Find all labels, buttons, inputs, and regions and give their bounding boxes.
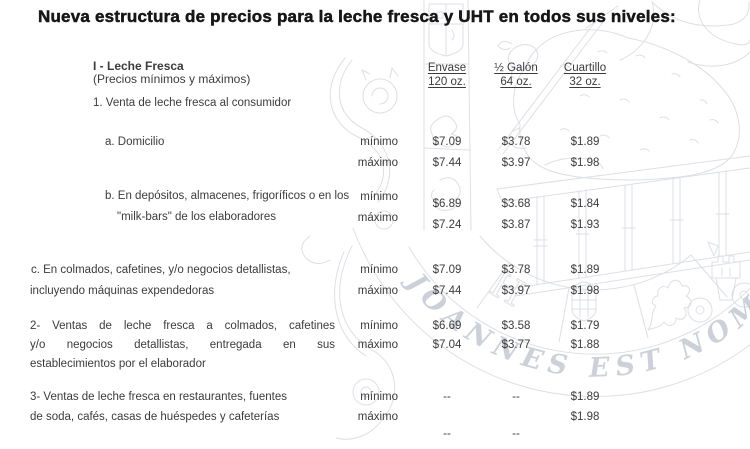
price-cell: $1.88 [570,339,600,351]
price-cell: $1.79 [570,320,600,332]
item-1-heading: 1. Venta de leche fresca al consumidor [93,97,292,109]
price-cell: $3.87 [501,219,531,231]
min-label: mínimo [360,136,398,148]
price-cell: $1.98 [570,285,600,297]
col-size-cuartillo: 32 oz. [569,76,601,88]
row-b-label-2: "milk-bars" de los elaboradores [117,211,277,223]
price-cell: $1.93 [570,219,600,231]
col-header-envase: Envase [427,62,467,74]
price-cell: $3.58 [501,320,531,332]
price-cell: $3.77 [501,339,531,351]
max-label: máximo [357,339,398,351]
price-cell: $1.84 [570,198,600,210]
row-2-label: 2- Ventas de leche fresca a colmados, ca… [30,320,335,332]
price-cell: $3.78 [501,136,531,148]
heraldic-band-icon [423,0,472,231]
lamb-icon [497,5,740,181]
max-label: máximo [357,212,398,224]
row-b-label: b. En depósitos, almacenes, frigoríficos… [105,190,350,202]
row-3-label-2: de soda, cafés, casas de huéspedes y caf… [30,411,280,423]
col-size-half-gallon: 64 oz. [500,76,532,88]
price-cell: $7.24 [432,219,462,231]
min-label: mínimo [360,320,398,332]
price-cell: -- [512,428,520,440]
price-cell: $3.97 [501,157,531,169]
price-cell: $6.69 [432,320,462,332]
price-cell: -- [443,428,451,440]
price-cell: $1.89 [570,136,600,148]
price-cell: $7.44 [432,157,462,169]
section-heading: I - Leche Fresca [93,59,184,73]
price-cell: $1.98 [570,157,600,169]
row-c-label: c. En colmados, cafetines, y/o negocios … [31,264,291,276]
max-label: máximo [357,157,398,169]
price-cell: $1.98 [570,411,600,423]
min-label: mínimo [360,191,398,203]
price-cell: $3.68 [501,198,531,210]
max-label: máximo [357,285,398,297]
max-label: máximo [357,411,398,423]
price-cell: $1.89 [570,264,600,276]
price-cell: -- [443,391,451,403]
price-cell: $3.97 [501,285,531,297]
price-cell: $6.89 [432,198,462,210]
col-header-half-gallon: ½ Galón [494,62,538,74]
price-cell: $7.04 [432,339,462,351]
price-cell: $7.09 [432,264,462,276]
min-label: mínimo [360,391,398,403]
row-3-label: 3- Ventas de leche fresca en restaurante… [30,391,287,403]
price-cell: $7.44 [432,285,462,297]
page-title: Nueva estructura de precios para la lech… [38,7,676,27]
taino-swirl-icon [301,57,399,440]
row-a-label: a. Domicilio [105,136,165,148]
row-c-label-2: incluyendo máquinas expendedoras [30,285,215,297]
col-header-cuartillo: Cuartillo [563,62,607,74]
row-2-label-3: establecimientos por el elaborador [30,358,206,370]
section-note: (Precios mínimos y máximos) [93,72,251,86]
price-cell: $3.78 [501,264,531,276]
min-label: mínimo [360,264,398,276]
col-size-envase: 120 oz. [428,76,466,88]
price-cell: -- [512,391,520,403]
row-2-label-2: y/o negocios detallistas, entregada en s… [30,339,335,351]
price-cell: $7.09 [432,136,462,148]
seal-ring: H [352,227,750,397]
price-cell: $1.89 [570,391,600,403]
